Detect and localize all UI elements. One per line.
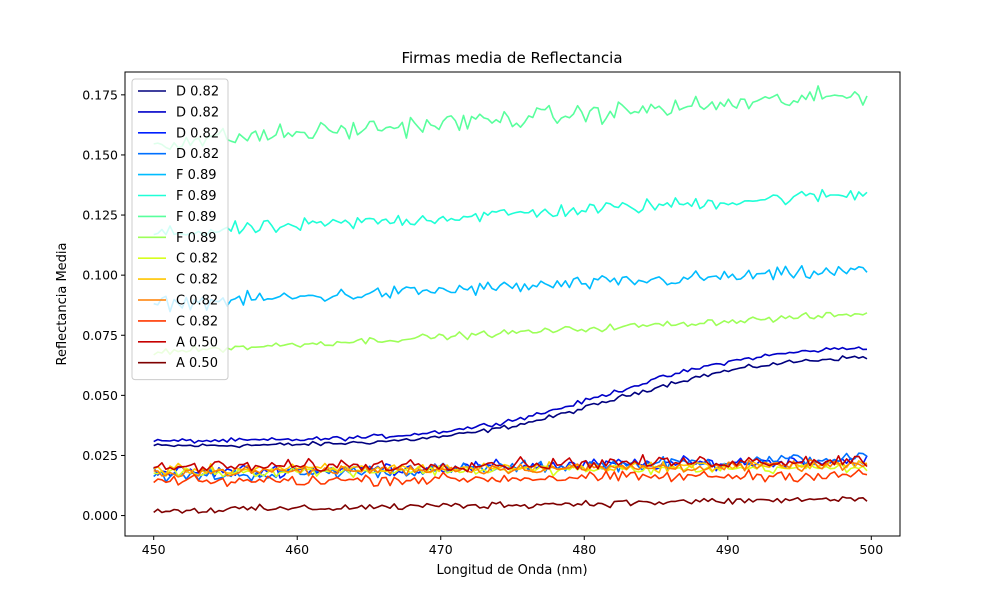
- y-tick-label: 0.025: [82, 448, 118, 463]
- series-line: [153, 453, 868, 474]
- x-tick-label: 450: [142, 542, 166, 557]
- legend-label: C 0.82: [176, 314, 218, 329]
- axes-frame: [124, 71, 901, 537]
- y-tick-label: 0.000: [82, 508, 118, 523]
- x-tick-label: 490: [716, 542, 740, 557]
- y-tick-label: 0.150: [82, 147, 118, 162]
- legend-label: F 0.89: [176, 189, 217, 204]
- series-line: [153, 458, 868, 478]
- y-axis-label: Reflectancia Media: [55, 243, 70, 366]
- x-axis: 450 460 470 480 490 500: [142, 536, 883, 557]
- legend-label: F 0.89: [176, 168, 217, 183]
- legend-label: D 0.82: [176, 105, 219, 120]
- legend-label: F 0.89: [176, 210, 217, 225]
- legend-label: D 0.82: [176, 85, 219, 100]
- plot-area: 450 460 470 480 490 500 0.0000.0250.0500.0750…: [82, 71, 901, 557]
- series-line: [153, 355, 868, 449]
- series-line: [153, 496, 868, 514]
- y-tick-label: 0.100: [82, 268, 118, 283]
- chart-title: Firmas media de Reflectancia: [401, 49, 622, 67]
- legend-label: C 0.82: [176, 252, 218, 267]
- legend-label: A 0.50: [176, 335, 218, 350]
- legend-label: A 0.50: [176, 356, 218, 371]
- x-tick-label: 470: [429, 542, 453, 557]
- series-line: [153, 188, 868, 237]
- series-line: [153, 346, 868, 444]
- legend: D 0.82 D 0.82 D 0.82 D 0.82 F 0.89 F 0.89 F 0.…: [131, 78, 229, 381]
- series-layer: [152, 85, 868, 514]
- series-line: [153, 264, 868, 313]
- series-line: [153, 311, 868, 356]
- series-line: [153, 459, 868, 476]
- legend-label: C 0.82: [176, 294, 218, 309]
- x-tick-label: 480: [572, 542, 596, 557]
- y-tick-label: 0.125: [82, 208, 118, 223]
- series-line: [153, 85, 868, 150]
- x-tick-label: 460: [285, 542, 309, 557]
- series-line: [153, 468, 868, 488]
- legend-label: F 0.89: [176, 231, 217, 246]
- legend-label: C 0.82: [176, 273, 218, 288]
- legend-label: D 0.82: [176, 147, 219, 162]
- y-tick-label: 0.175: [82, 87, 118, 102]
- legend-label: D 0.82: [176, 126, 219, 141]
- y-axis: 0.000 0.025 0.050 0.075 0.100 0.125 0.150 0.175: [82, 87, 125, 523]
- x-axis-label: Longitud de Onda (nm): [436, 563, 587, 578]
- y-tick-label: 0.075: [82, 328, 118, 343]
- x-tick-label: 500: [859, 542, 883, 557]
- y-tick-label: 0.050: [82, 388, 118, 403]
